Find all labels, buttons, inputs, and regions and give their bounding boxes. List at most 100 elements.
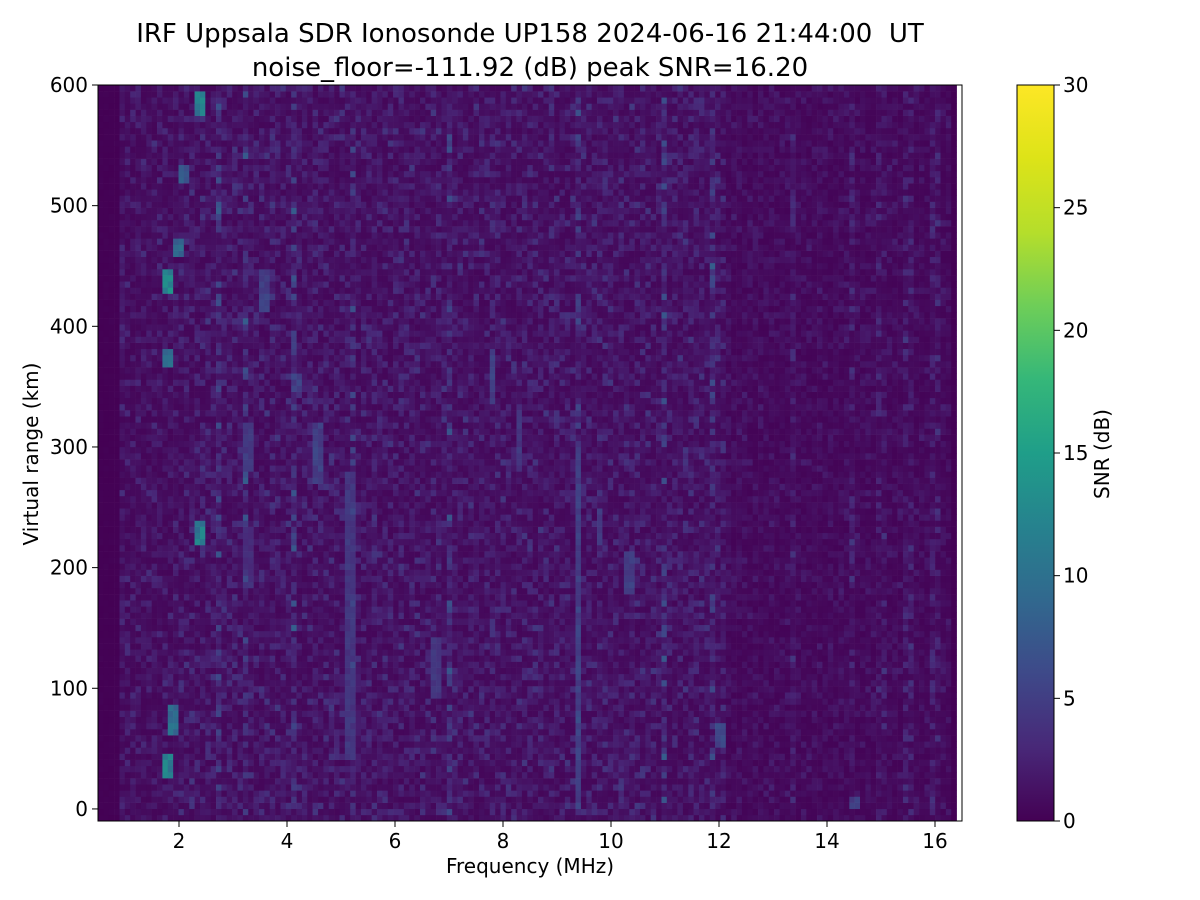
heatmap-cell xyxy=(248,778,254,785)
heatmap-cell xyxy=(135,305,142,313)
heatmap-cell xyxy=(280,471,287,478)
heatmap-cell xyxy=(194,164,201,172)
heatmap-cell xyxy=(258,244,265,251)
heatmap-cell xyxy=(280,569,287,576)
heatmap-cell xyxy=(264,170,271,178)
heatmap-cell xyxy=(189,238,195,245)
heatmap-cell xyxy=(275,287,281,294)
heatmap-cell xyxy=(280,729,287,736)
heatmap-cell xyxy=(301,735,308,742)
heatmap-cell xyxy=(205,796,211,803)
heatmap-cell xyxy=(296,814,303,822)
heatmap-cell xyxy=(189,134,195,141)
heatmap-cell xyxy=(296,232,303,239)
heatmap-cell xyxy=(226,238,233,245)
heatmap-cell xyxy=(275,207,281,215)
heatmap-cell xyxy=(296,207,303,215)
heatmap-cell xyxy=(146,140,152,147)
heatmap-cell xyxy=(253,594,260,601)
heatmap-cell xyxy=(162,655,169,662)
heatmap-cell xyxy=(226,759,233,767)
heatmap-cell xyxy=(194,250,201,258)
heatmap-cell xyxy=(210,502,217,509)
heatmap-cell xyxy=(135,232,142,239)
heatmap-cell xyxy=(178,97,185,104)
heatmap-cell xyxy=(269,275,276,282)
heatmap-cell xyxy=(318,612,324,619)
heatmap-cell xyxy=(221,189,228,196)
heatmap-cell xyxy=(312,189,319,196)
heatmap-cell xyxy=(285,495,292,503)
heatmap-cell xyxy=(232,808,238,816)
heatmap-cell xyxy=(167,121,174,129)
heatmap-cell xyxy=(114,600,120,607)
heatmap-cell xyxy=(205,784,211,791)
heatmap-cell xyxy=(312,403,319,411)
heatmap-cell xyxy=(248,97,254,104)
heatmap-cell xyxy=(119,446,126,454)
heatmap-cell xyxy=(248,440,254,448)
heatmap-cell xyxy=(291,686,297,693)
heatmap-cell xyxy=(258,477,265,484)
heatmap-cell xyxy=(275,630,281,638)
heatmap-cell xyxy=(119,471,126,478)
heatmap-cell xyxy=(135,477,142,484)
heatmap-cell xyxy=(307,637,313,644)
heatmap-cell xyxy=(280,655,287,662)
heatmap-cell xyxy=(253,569,260,576)
heatmap-cell xyxy=(275,581,281,589)
heatmap-cell xyxy=(199,747,206,754)
heatmap-cell xyxy=(291,207,297,215)
heatmap-cell xyxy=(114,428,120,435)
heatmap-cell xyxy=(135,403,142,411)
heatmap-cell xyxy=(151,704,158,711)
heatmap-cell xyxy=(146,643,152,650)
heatmap-cell xyxy=(124,551,131,558)
heatmap-cell xyxy=(140,765,147,773)
heatmap-cell xyxy=(264,434,271,442)
heatmap-cell xyxy=(269,318,276,325)
heatmap-cell xyxy=(237,814,244,822)
heatmap-cell xyxy=(162,741,169,748)
heatmap-cell xyxy=(167,262,174,270)
heatmap-cell xyxy=(216,336,222,343)
heatmap-cell xyxy=(199,311,206,319)
heatmap-cell xyxy=(269,612,276,619)
heatmap-cell xyxy=(108,606,115,613)
heatmap-cell xyxy=(275,109,281,116)
heatmap-cell xyxy=(108,545,115,552)
heatmap-cell xyxy=(205,115,211,123)
heatmap-cell xyxy=(237,704,244,711)
heatmap-cell xyxy=(108,440,115,448)
heatmap-cell xyxy=(194,97,201,104)
heatmap-cell xyxy=(258,545,265,552)
heatmap-cell xyxy=(183,655,190,662)
heatmap-cell xyxy=(291,269,297,276)
heatmap-cell xyxy=(248,802,254,810)
heatmap-cell xyxy=(205,502,211,509)
heatmap-cell xyxy=(242,342,249,350)
heatmap-cell xyxy=(157,140,163,147)
heatmap-cell xyxy=(258,600,265,607)
heatmap-cell xyxy=(140,606,147,613)
heatmap-cell xyxy=(167,410,174,417)
heatmap-cell xyxy=(205,189,211,196)
heatmap-cell xyxy=(210,765,217,773)
heatmap-cell xyxy=(98,551,104,558)
heatmap-cell xyxy=(296,269,303,276)
heatmap-cell xyxy=(114,575,120,583)
heatmap-cell xyxy=(114,403,120,411)
heatmap-cell xyxy=(140,667,147,675)
heatmap-cell xyxy=(258,385,265,392)
heatmap-cell xyxy=(258,379,265,386)
heatmap-cell xyxy=(307,348,313,356)
heatmap-cell xyxy=(216,379,222,386)
heatmap-cell xyxy=(216,575,222,583)
heatmap-cell xyxy=(205,207,211,215)
heatmap-cell xyxy=(285,207,292,215)
heatmap-cell xyxy=(232,244,238,251)
heatmap-cell xyxy=(130,428,136,435)
heatmap-cell xyxy=(318,446,324,454)
heatmap-cell xyxy=(103,134,110,141)
heatmap-cell xyxy=(146,587,152,595)
